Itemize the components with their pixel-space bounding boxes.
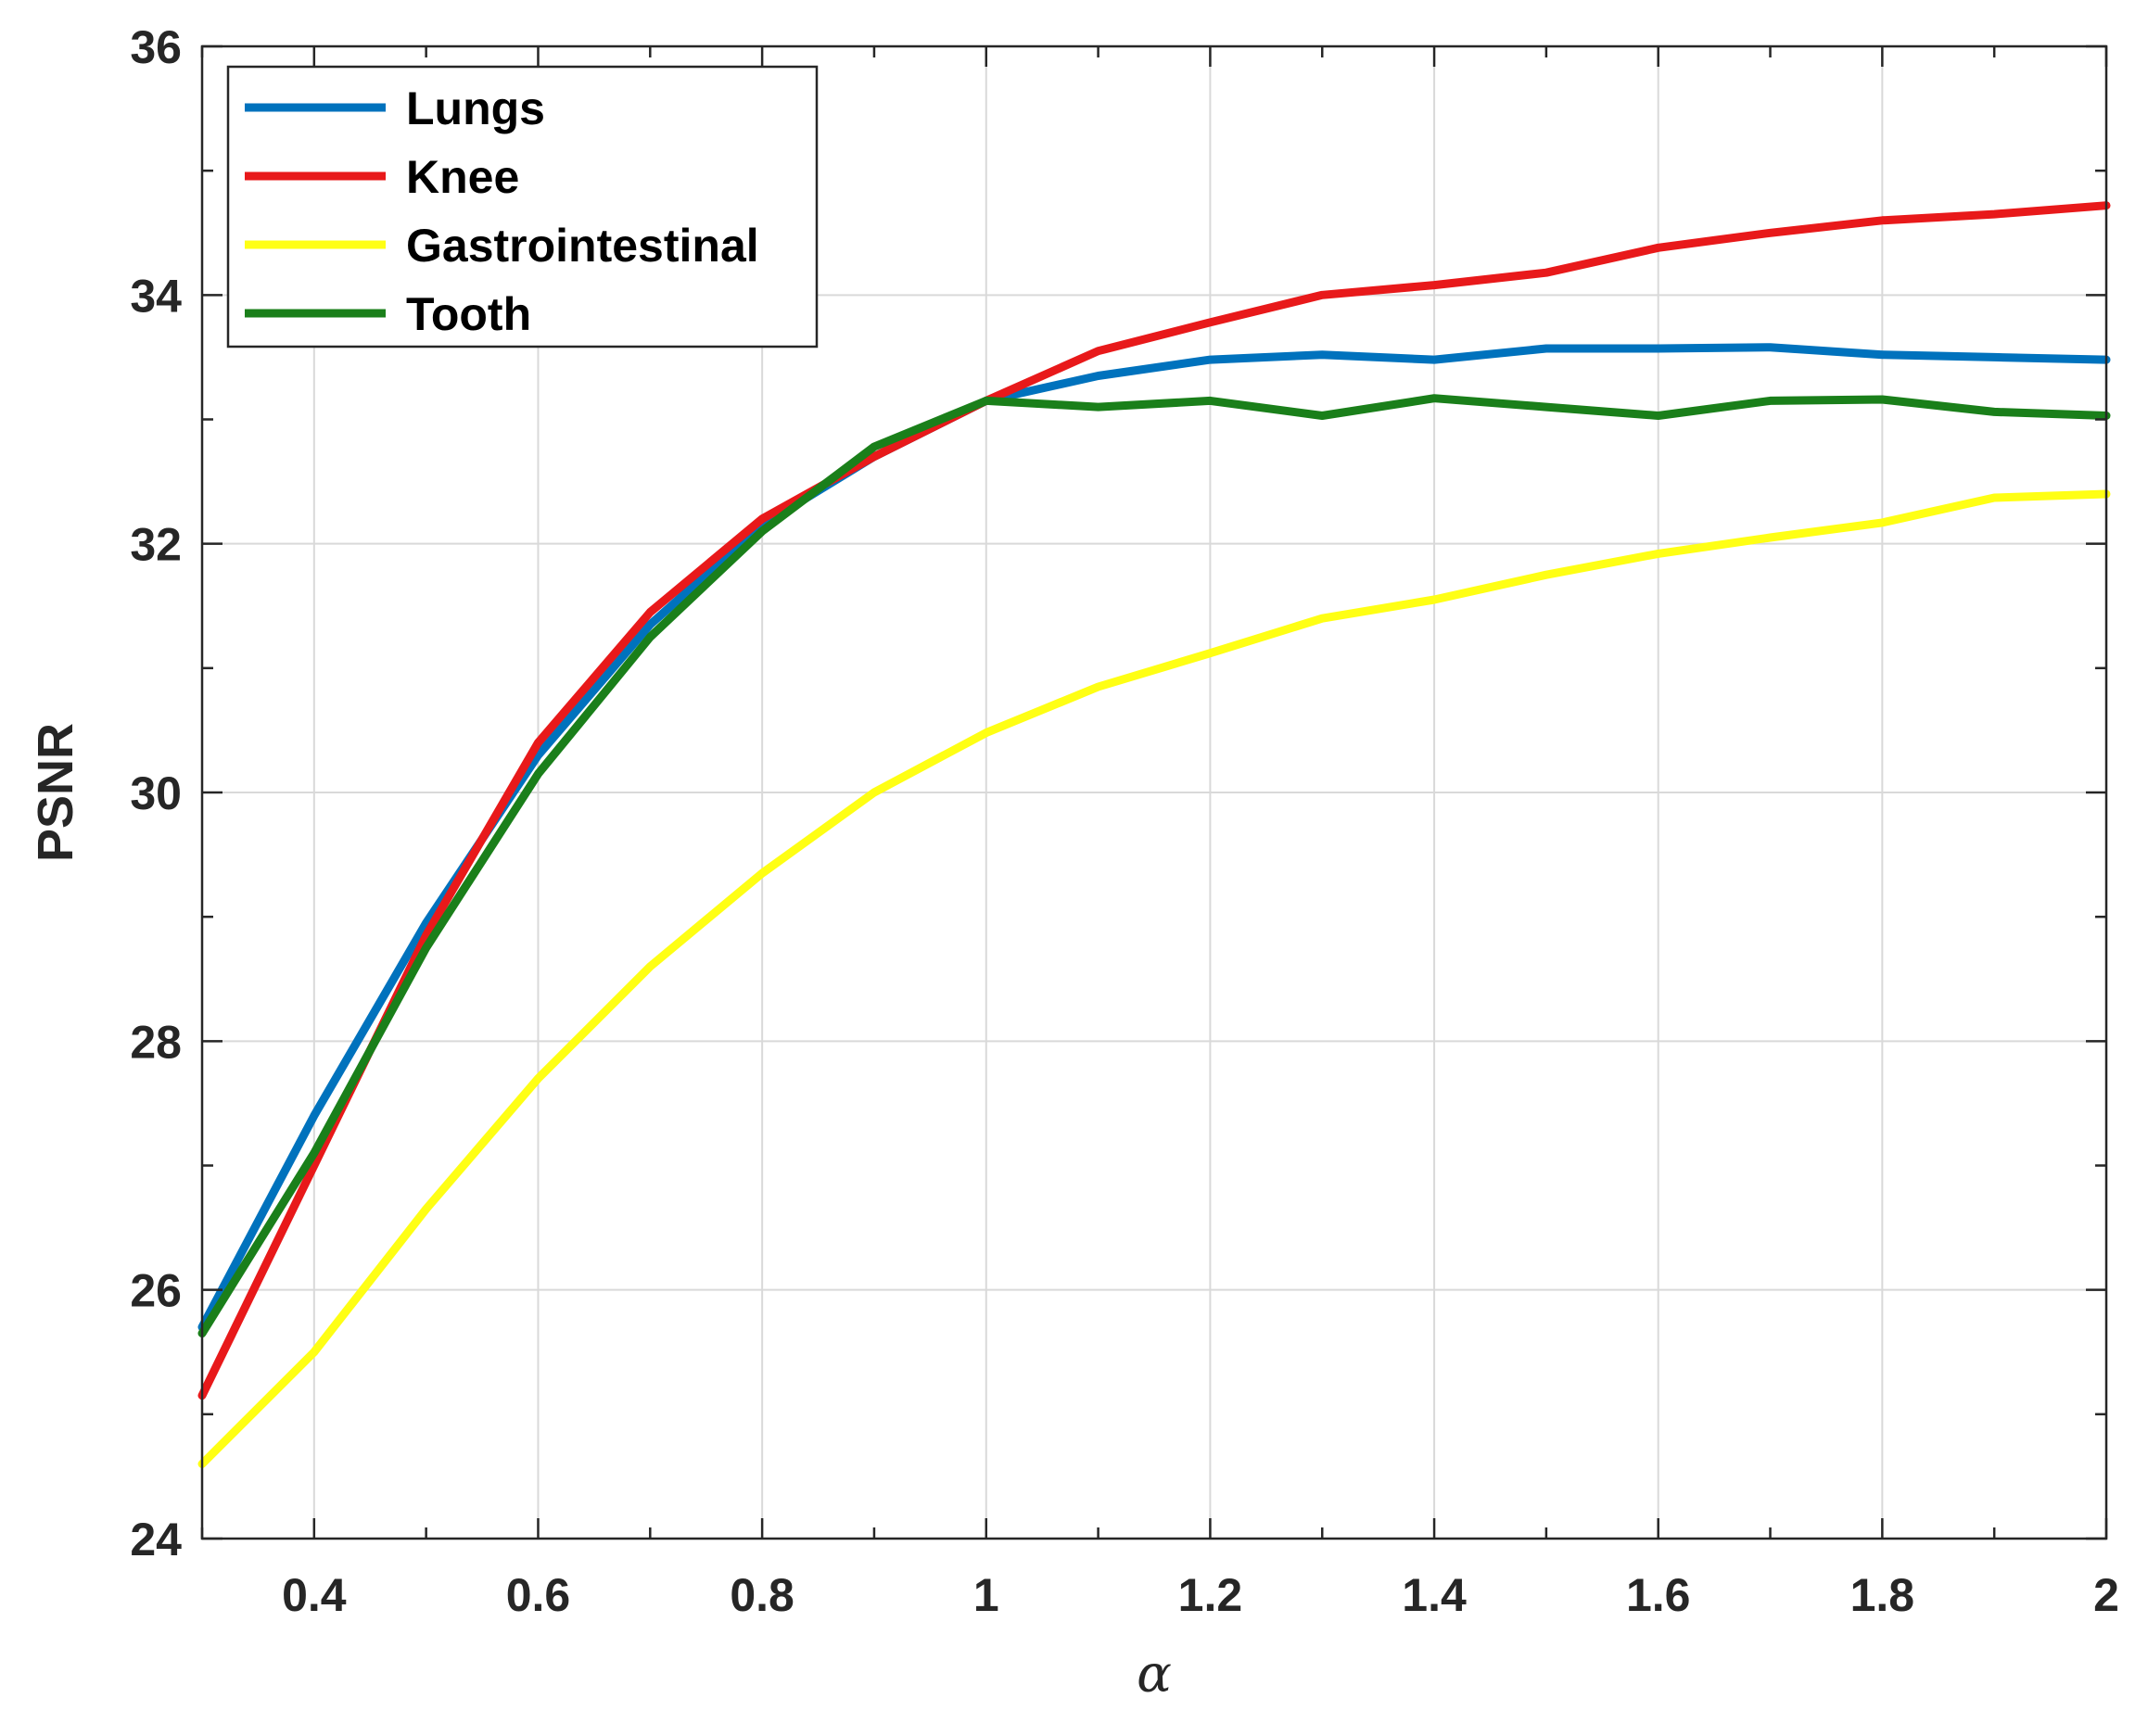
x-tick-label: 1.6: [1626, 1569, 1691, 1621]
y-tick-labels: 24 26 28 30 32 34 36: [130, 21, 182, 1565]
legend-label-tooth: Tooth: [406, 288, 531, 340]
x-tick-label: 0.4: [282, 1569, 347, 1621]
x-tick-label: 1.2: [1178, 1569, 1243, 1621]
x-tick-label: 1: [973, 1569, 999, 1621]
x-tick-labels: 0.4 0.6 0.8 1 1.2 1.4 1.6 1.8 2: [282, 1569, 2119, 1621]
x-tick-label: 0.6: [506, 1569, 571, 1621]
series-line-tooth: [197, 394, 2111, 1338]
series-line-knee: [197, 201, 2111, 1400]
legend: Lungs Knee Gastrointestinal Tooth: [226, 65, 819, 348]
y-tick-label: 28: [130, 1016, 182, 1068]
x-tick-label: 1.8: [1850, 1569, 1915, 1621]
x-tick-label: 2: [2093, 1569, 2119, 1621]
legend-label-knee: Knee: [406, 151, 519, 203]
series-line-lungs: [197, 343, 2111, 1332]
y-tick-label: 30: [130, 767, 182, 819]
y-tick-label: 26: [130, 1265, 182, 1317]
legend-label-lungs: Lungs: [406, 82, 545, 134]
y-tick-label: 24: [130, 1514, 182, 1565]
tick-marks: [200, 44, 2108, 1540]
y-tick-label: 34: [130, 270, 182, 322]
x-axis-label: α: [1137, 1644, 1172, 1704]
series-line-gastrointestinal: [197, 489, 2111, 1468]
legend-box: [226, 65, 819, 348]
y-tick-label: 32: [130, 519, 182, 571]
series-lines: [197, 201, 2111, 1468]
y-axis-label: PSNR: [28, 723, 83, 862]
y-tick-label: 36: [130, 21, 182, 73]
legend-label-gastrointestinal: Gastrointestinal: [406, 220, 759, 272]
x-tick-label: 0.8: [730, 1569, 794, 1621]
x-tick-label: 1.4: [1402, 1569, 1467, 1621]
